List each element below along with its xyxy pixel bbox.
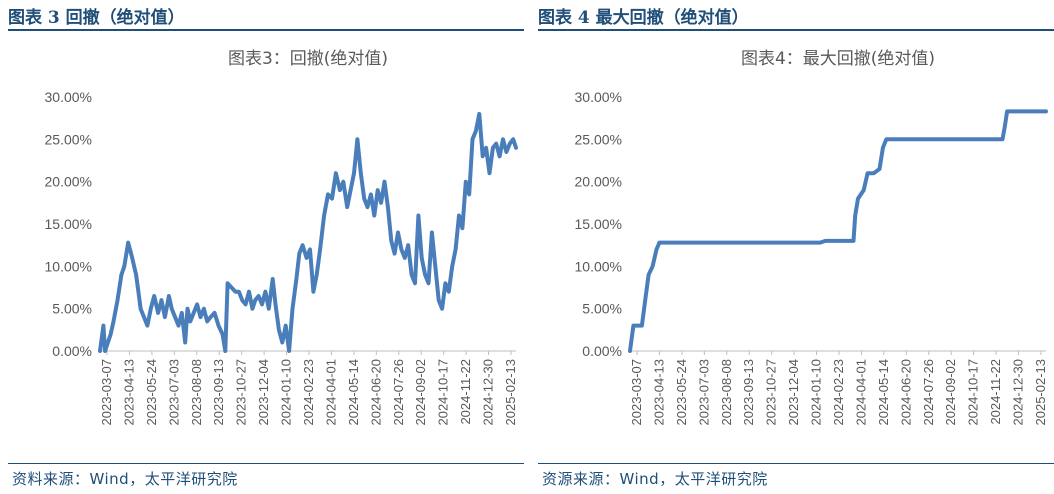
x-tick-label: 2024-12-30: [1011, 359, 1026, 426]
x-tick-label: 2023-04-13: [651, 359, 666, 426]
source-rule: [8, 463, 524, 464]
x-tick-label: 2023-12-04: [786, 359, 801, 426]
title-rule: [538, 29, 1054, 31]
x-tick-label: 2023-07-03: [696, 359, 711, 426]
x-tick-label: 2023-09-13: [211, 359, 226, 426]
x-tick-label: 2024-10-17: [966, 359, 981, 426]
source-note: 资源来源：Wind，太平洋研究院: [542, 470, 768, 488]
x-tick-label: 2024-11-22: [988, 359, 1003, 425]
x-tick-label: 2024-04-01: [323, 359, 338, 426]
x-tick-label: 2024-02-23: [831, 359, 846, 426]
x-tick-label: 2024-07-26: [921, 359, 936, 426]
series-line: [98, 111, 518, 353]
x-tick-label: 2024-07-26: [391, 359, 406, 426]
x-tick-label: 2024-09-02: [413, 359, 428, 426]
figure-title: 图表 3 回撤（绝对值）: [8, 8, 185, 28]
y-tick-label: 10.00%: [575, 258, 622, 274]
title-rule: [8, 29, 524, 31]
x-tick-label: 2023-09-13: [741, 359, 756, 426]
x-tick-label: 2023-12-04: [256, 359, 271, 426]
x-tick-label: 2024-04-01: [853, 359, 868, 426]
max-drawdown-chart: 图表4：最大回撤(绝对值) 0.00% 5.00% 10.00% 15.00% 20.00…: [575, 49, 1048, 426]
y-tick-label: 20.00%: [575, 174, 622, 190]
x-tick-label: 2024-01-10: [809, 359, 824, 426]
x-tick-label: 2024-12-30: [481, 359, 496, 426]
source-rule: [538, 463, 1054, 464]
series-line: [628, 109, 1048, 353]
drawdown-panel: 图表 3 回撤（绝对值） 图表3：回撤(绝对值) 0.00% 5.00% 10.00%…: [8, 0, 524, 494]
source-note: 资料来源：Wind，太平洋研究院: [12, 470, 238, 488]
y-tick-label: 30.00%: [45, 89, 92, 105]
x-tick-label: 2023-03-07: [99, 359, 114, 426]
x-tick-label: 2024-05-14: [876, 359, 891, 426]
y-tick-label: 5.00%: [582, 301, 622, 317]
x-tick-label: 2023-05-24: [144, 359, 159, 426]
x-tick-label: 2023-05-24: [674, 359, 689, 426]
x-tick-label: 2023-07-03: [166, 359, 181, 426]
max-drawdown-panel: 图表 4 最大回撤（绝对值） 图表4：最大回撤(绝对值) 0.00% 5.00% 10…: [538, 0, 1054, 494]
x-tick-label: 2024-06-20: [898, 359, 913, 426]
y-tick-label: 5.00%: [52, 301, 92, 317]
chart-title: 图表4：最大回撤(绝对值): [741, 49, 935, 69]
x-tick-label: 2023-08-08: [719, 359, 734, 426]
x-tick-label: 2023-10-27: [234, 359, 249, 426]
x-tick-label: 2024-05-14: [346, 359, 361, 426]
chart-title: 图表3：回撤(绝对值): [228, 49, 388, 69]
y-tick-label: 15.00%: [575, 216, 622, 232]
y-tick-label: 10.00%: [45, 258, 92, 274]
x-tick-label: 2023-03-07: [629, 359, 644, 426]
x-tick-label: 2024-11-22: [458, 359, 473, 425]
x-tick-label: 2024-02-23: [301, 359, 316, 426]
x-tick-label: 2025-02-13: [503, 359, 518, 426]
y-tick-label: 0.00%: [582, 343, 622, 359]
drawdown-chart: 图表3：回撤(绝对值) 0.00% 5.00% 10.00% 15.00% 20.00% 2…: [45, 49, 518, 426]
x-tick-label: 2024-01-10: [279, 359, 294, 426]
x-tick-label: 2023-08-08: [189, 359, 204, 426]
y-tick-label: 15.00%: [45, 216, 92, 232]
y-tick-label: 20.00%: [45, 174, 92, 190]
x-tick-label: 2023-04-13: [121, 359, 136, 426]
x-tick-label: 2024-06-20: [368, 359, 383, 426]
x-tick-label: 2024-09-02: [943, 359, 958, 426]
x-tick-label: 2023-10-27: [764, 359, 779, 426]
y-tick-label: 25.00%: [575, 131, 622, 147]
y-tick-label: 25.00%: [45, 131, 92, 147]
y-tick-label: 30.00%: [575, 89, 622, 105]
x-tick-label: 2025-02-13: [1033, 359, 1048, 426]
x-tick-label: 2024-10-17: [436, 359, 451, 426]
y-tick-label: 0.00%: [52, 343, 92, 359]
figure-title: 图表 4 最大回撤（绝对值）: [538, 8, 749, 28]
